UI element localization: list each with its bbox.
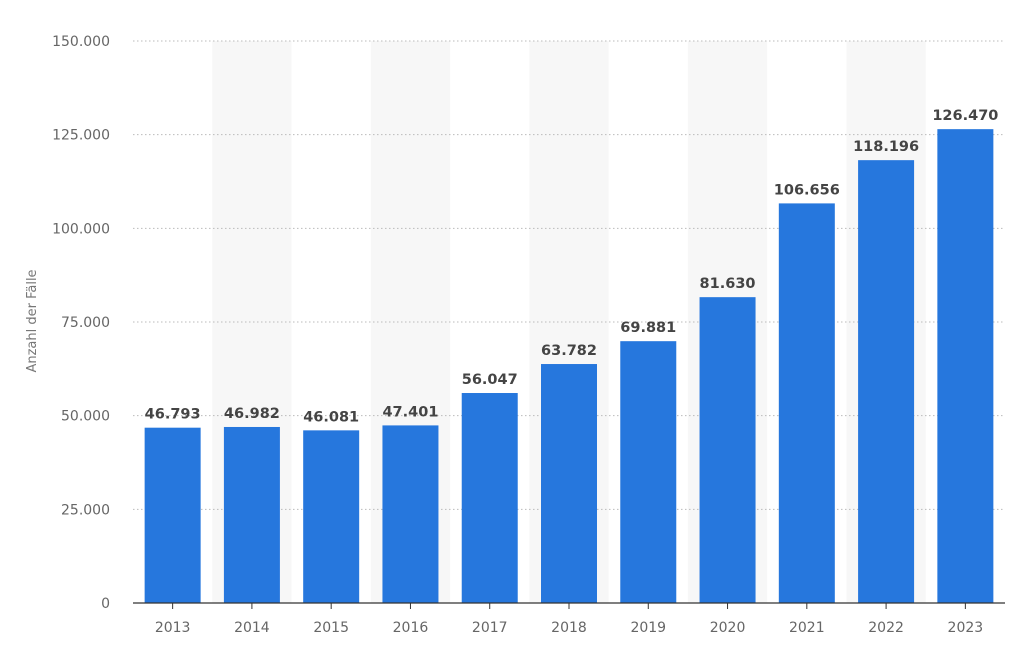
- bar: [382, 425, 439, 603]
- bars: [144, 129, 994, 604]
- bar-value-label: 46.081: [303, 409, 359, 425]
- bar: [144, 427, 201, 603]
- bar-value-label: 63.782: [541, 343, 597, 359]
- y-tick-label: 75.000: [61, 315, 110, 331]
- value-labels: 46.793 46.982 46.081 47.401 56.047 63.782 69.8…: [145, 108, 999, 425]
- y-tick-label: 50.000: [61, 409, 110, 425]
- bar-value-label: 126.470: [932, 108, 998, 124]
- x-tick-label: 2017: [472, 620, 508, 636]
- bar-value-label: 118.196: [853, 139, 919, 155]
- y-tick-label: 100.000: [52, 221, 110, 237]
- y-axis-ticks: 0 25.000 50.000 75.000 100.000 125.000 150.000: [52, 34, 110, 612]
- bar: [303, 430, 360, 603]
- x-tick-label: 2016: [393, 620, 429, 636]
- x-tick-label: 2015: [313, 620, 349, 636]
- bar: [858, 160, 915, 603]
- x-tick-label: 2019: [630, 620, 666, 636]
- bar-value-label: 69.881: [620, 320, 676, 336]
- y-tick-label: 0: [101, 596, 110, 612]
- x-tick-label: 2013: [155, 620, 191, 636]
- bar: [541, 364, 597, 603]
- bar-value-label: 46.982: [224, 406, 280, 422]
- bar-value-label: 81.630: [700, 276, 756, 292]
- y-tick-label: 150.000: [52, 34, 110, 50]
- y-tick-label: 25.000: [61, 502, 110, 518]
- y-tick-label: 125.000: [52, 128, 110, 144]
- x-tick-label: 2018: [551, 620, 587, 636]
- bar: [937, 129, 994, 604]
- bar-value-label: 47.401: [382, 404, 438, 420]
- bar: [620, 341, 677, 603]
- bar: [778, 203, 835, 604]
- x-tick-label: 2022: [868, 620, 904, 636]
- y-axis-title: Anzahl der Fälle: [25, 269, 40, 372]
- bar: [461, 393, 518, 603]
- x-tick-label: 2014: [234, 620, 270, 636]
- bar-value-label: 106.656: [774, 182, 840, 198]
- bar: [223, 426, 280, 603]
- x-tick-label: 2023: [948, 620, 984, 636]
- bar-value-label: 46.793: [145, 407, 201, 423]
- x-tick-label: 2020: [710, 620, 746, 636]
- x-axis-ticks: 2013 2014 2015 2016 2017 2018 2019 2020 2021 2022…: [155, 603, 983, 636]
- bar-value-label: 56.047: [462, 372, 518, 388]
- bar: [699, 297, 756, 603]
- x-tick-label: 2021: [789, 620, 825, 636]
